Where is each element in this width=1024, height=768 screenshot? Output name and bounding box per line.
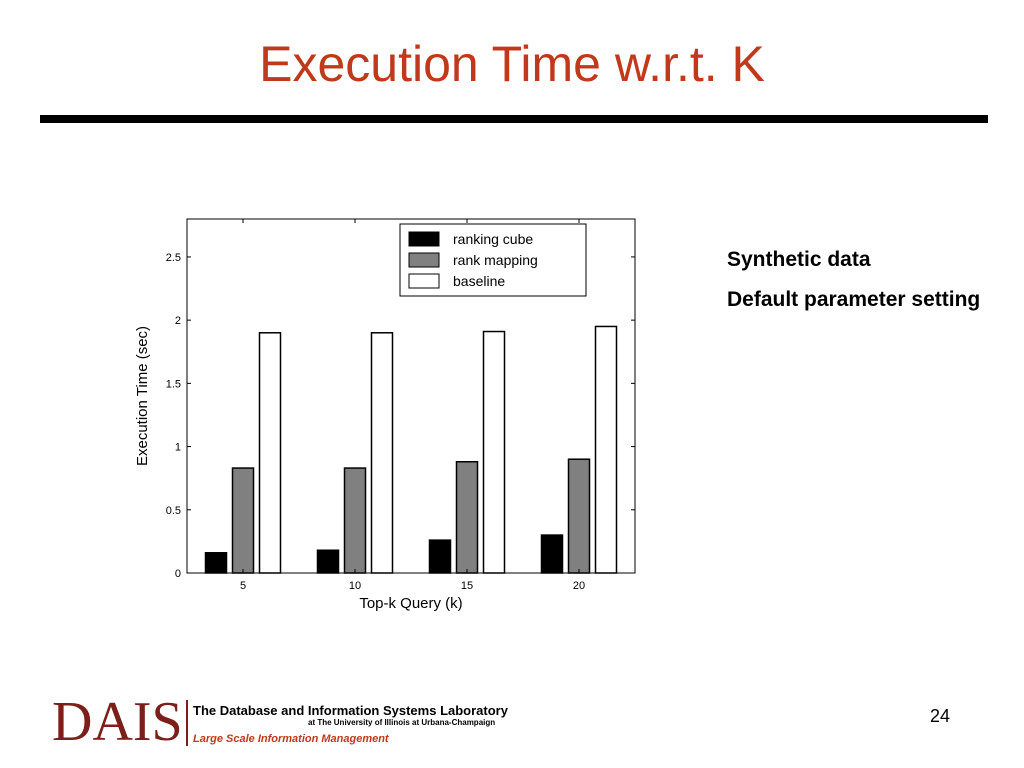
bar-chart-svg: 0 0.5 1 1.5 2 2.5 5 10 15 20 Execution Time (sec… bbox=[134, 218, 636, 612]
university-name: at The University of Illinois at Urbana-… bbox=[308, 718, 496, 727]
bar-baseline-k20 bbox=[594, 325, 618, 574]
bar-rank-mapping-k5 bbox=[231, 467, 255, 574]
bar-baseline-k15 bbox=[482, 330, 506, 574]
y-tick-label: 0 bbox=[175, 568, 181, 580]
y-axis-label: Execution Time (sec) bbox=[134, 326, 151, 466]
note-synthetic-data: Synthetic data bbox=[727, 248, 871, 271]
note-default-parameter: Default parameter setting bbox=[727, 288, 981, 311]
bar-group bbox=[204, 325, 618, 574]
slide-notes: Synthetic data Default parameter setting bbox=[727, 246, 987, 326]
legend-swatch-baseline bbox=[408, 273, 440, 289]
x-axis: 5 10 15 20 bbox=[240, 219, 585, 592]
x-tick-label: 5 bbox=[240, 580, 246, 592]
bar-ranking-cube-k20 bbox=[540, 534, 564, 574]
legend-swatch-rank-mapping bbox=[408, 252, 440, 268]
logo-divider bbox=[186, 700, 188, 746]
x-axis-label: Top-k Query (k) bbox=[359, 595, 462, 612]
slide-title: Execution Time w.r.t. K bbox=[259, 36, 765, 92]
y-tick-label: 0.5 bbox=[166, 505, 181, 517]
bar-ranking-cube-k10 bbox=[316, 549, 340, 574]
page-number: 24 bbox=[930, 706, 951, 726]
bar-ranking-cube-k5 bbox=[204, 552, 228, 574]
x-tick-label: 10 bbox=[349, 580, 361, 592]
lab-name: The Database and Information Systems Lab… bbox=[193, 703, 508, 718]
x-tick-label: 20 bbox=[573, 580, 585, 592]
x-tick-label: 15 bbox=[461, 580, 473, 592]
bar-rank-mapping-k15 bbox=[455, 460, 479, 574]
dais-logo: DAIS bbox=[52, 691, 183, 753]
footer-tagline: Large Scale Information Management bbox=[193, 733, 389, 745]
bar-rank-mapping-k20 bbox=[567, 458, 591, 574]
y-tick-label: 1 bbox=[175, 442, 181, 454]
y-tick-label: 1.5 bbox=[166, 378, 181, 390]
bar-rank-mapping-k10 bbox=[343, 467, 367, 574]
legend-label-baseline: baseline bbox=[453, 273, 505, 289]
plot-frame bbox=[186, 218, 636, 574]
title-divider bbox=[40, 115, 988, 123]
legend: ranking cube rank mapping baseline bbox=[399, 223, 587, 297]
execution-time-chart: 0 0.5 1 1.5 2 2.5 5 10 15 20 Execution Time (sec… bbox=[125, 210, 655, 620]
y-axis: 0 0.5 1 1.5 2 2.5 bbox=[166, 252, 635, 580]
y-tick-label: 2 bbox=[175, 315, 181, 327]
y-tick-label: 2.5 bbox=[166, 252, 181, 264]
legend-label-rank-mapping: rank mapping bbox=[453, 252, 538, 268]
bar-baseline-k5 bbox=[258, 332, 282, 574]
legend-swatch-ranking-cube bbox=[408, 231, 440, 247]
legend-label-ranking-cube: ranking cube bbox=[453, 231, 533, 247]
bar-baseline-k10 bbox=[370, 332, 394, 574]
bar-ranking-cube-k15 bbox=[428, 539, 452, 574]
